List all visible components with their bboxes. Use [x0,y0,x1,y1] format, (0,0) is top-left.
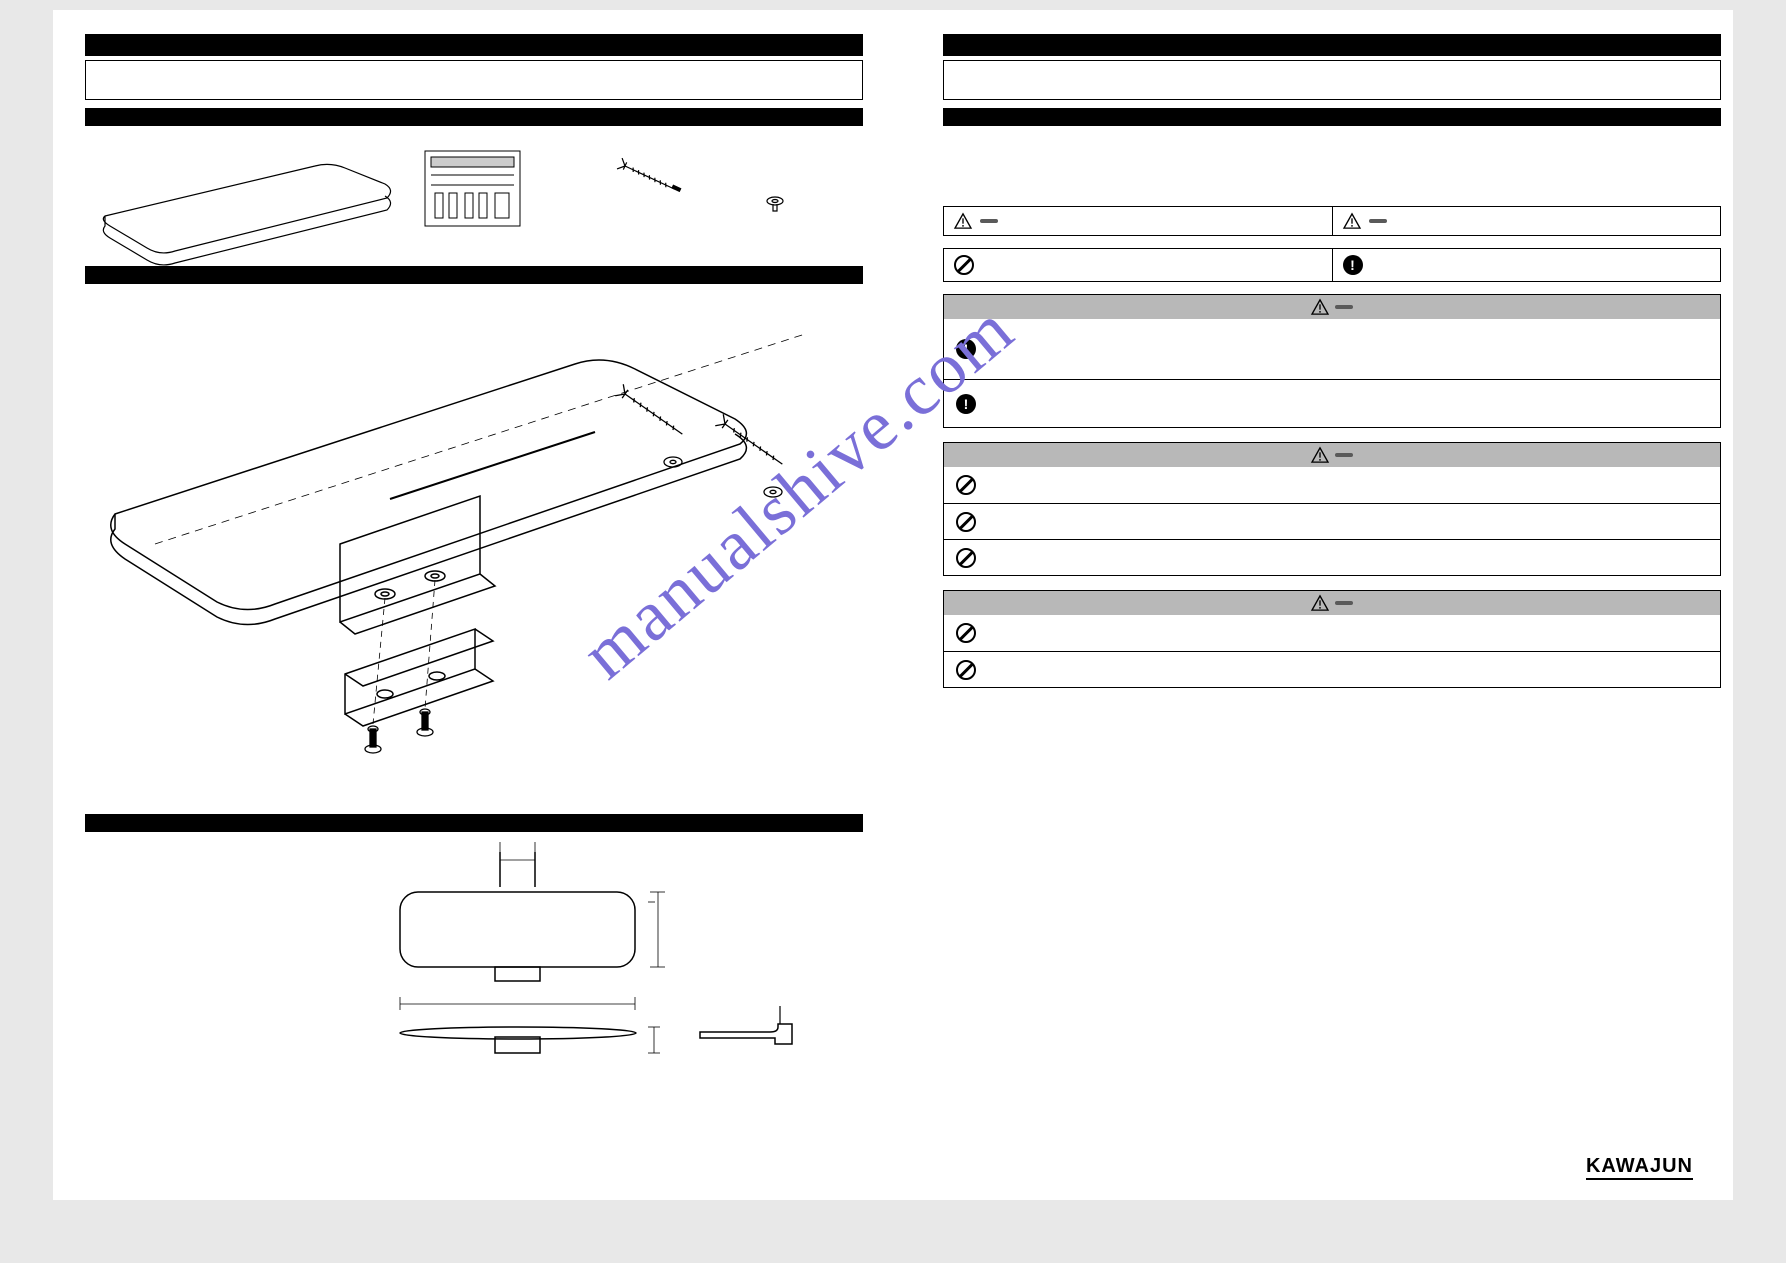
warning-header [944,295,1720,319]
caution-header-1-label [1335,453,1353,457]
warning-header-label [1335,305,1353,309]
warning-block: ! ! [943,294,1721,428]
severity-caution [1332,207,1721,235]
safety-intro-space [943,126,1721,206]
warning-triangle-icon [1311,299,1329,315]
section-bar-safety [943,108,1721,126]
warning-row-1: ! [944,319,1720,379]
symbol-legend: ! [943,248,1721,282]
header-bar [85,34,863,56]
caution-block-2 [943,590,1721,688]
symbol-prohibit [944,249,1332,281]
caution-header-2-label [1335,601,1353,605]
severity-caution-label [1369,219,1387,223]
header-bar-right [943,34,1721,56]
caution-header-1 [944,443,1720,467]
prohibit-icon [956,660,976,680]
caution-triangle-icon [1311,595,1329,611]
prohibit-icon [956,512,976,532]
caution-triangle-icon [1311,447,1329,463]
severity-legend [943,206,1721,236]
title-box [85,60,863,100]
severity-warning [944,207,1332,235]
parts-illustration [85,126,863,266]
section-bar-assembly [85,266,863,284]
prohibit-icon [956,623,976,643]
caution1-row-1 [944,467,1720,503]
manual-page: ! ! ! [53,10,1733,1200]
dimensions-illustration [85,832,863,1112]
caution-triangle-icon [1343,213,1361,229]
symbol-mandatory: ! [1332,249,1721,281]
caution2-row-1 [944,615,1720,651]
caution1-row-3 [944,539,1720,575]
caution-block-1 [943,442,1721,576]
mandatory-icon: ! [1343,255,1363,275]
prohibit-icon [954,255,974,275]
mandatory-icon: ! [956,394,976,414]
caution1-row-2 [944,503,1720,539]
title-box-right [943,60,1721,100]
prohibit-icon [956,475,976,495]
warning-row-2: ! [944,379,1720,427]
right-column: ! ! ! [943,34,1721,702]
caution2-row-2 [944,651,1720,687]
warning-triangle-icon [954,213,972,229]
severity-warning-label [980,219,998,223]
section-bar-dimensions [85,814,863,832]
brand-logo: KAWAJUN [1586,1155,1693,1180]
prohibit-icon [956,548,976,568]
left-column [85,34,863,1112]
caution-header-2 [944,591,1720,615]
section-bar-parts [85,108,863,126]
mandatory-icon: ! [956,339,976,359]
assembly-illustration [85,284,863,814]
